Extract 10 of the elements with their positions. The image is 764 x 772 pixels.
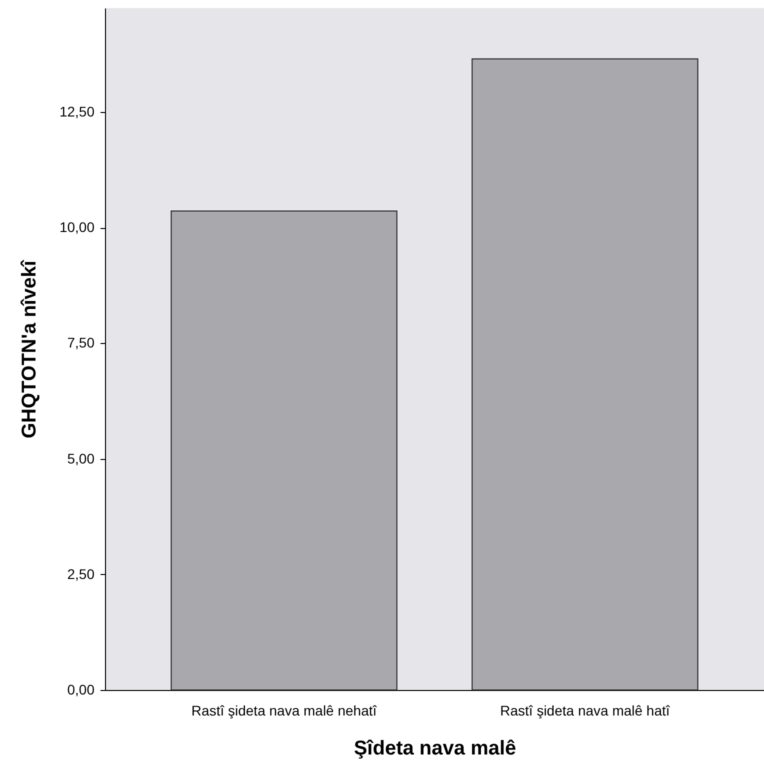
x-tick-label: Rastî şideta nava malê nehatî	[191, 702, 378, 718]
y-tick-label: 0,00	[67, 682, 95, 698]
y-tick-label: 10,00	[59, 219, 95, 236]
x-axis-title: Şîdeta nava malê	[354, 738, 516, 760]
x-tick-label: Rastî şideta nava malê hatî	[500, 702, 671, 718]
y-axis-title: GHQTOTN'a nîvekî	[18, 259, 40, 438]
y-tick-label: 7,50	[67, 334, 95, 351]
y-tick-label: 12,50	[59, 104, 95, 120]
y-tick-label: 2,50	[67, 566, 95, 582]
y-tick-label: 5,00	[67, 450, 95, 466]
